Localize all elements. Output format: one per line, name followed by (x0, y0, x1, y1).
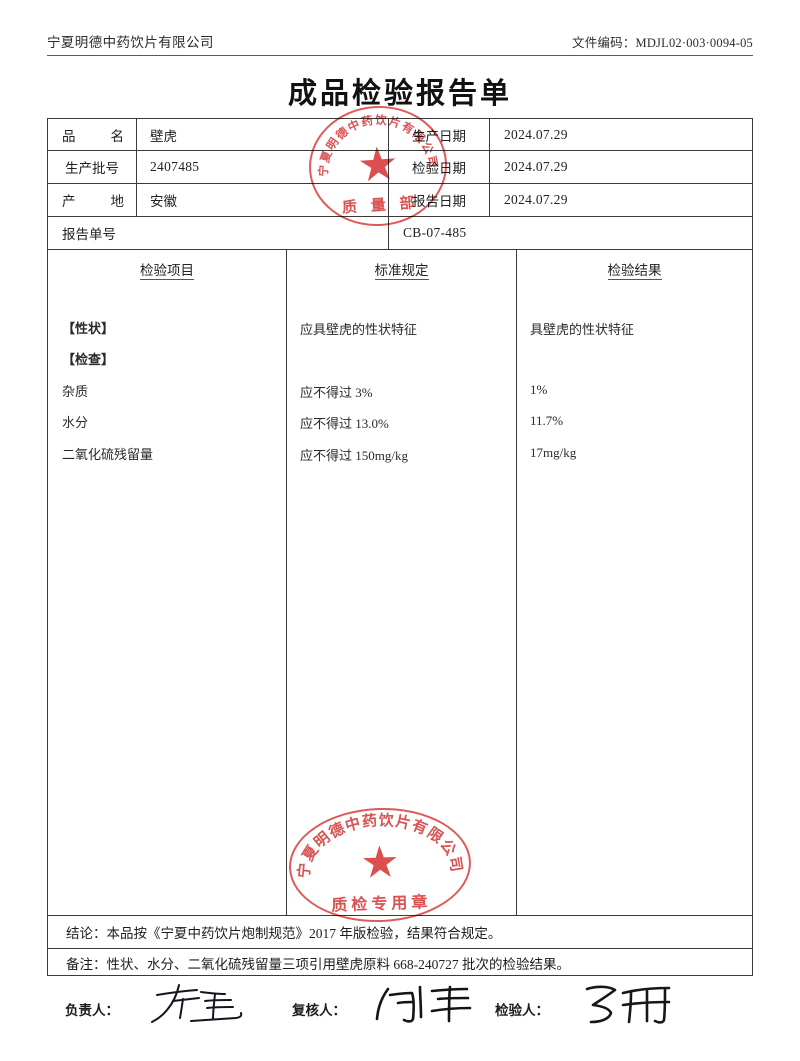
column-header-item-text: 检验项目 (140, 263, 194, 280)
signature-label-inspector: 检验人： (495, 1003, 549, 1018)
inspection-result-3: 11.7% (530, 413, 564, 428)
info-label-divider (136, 119, 137, 216)
label-char-2: 地 (110, 194, 125, 209)
inspection-item-3: 水分 (62, 415, 89, 430)
inspection-item-1: 【检查】 (62, 352, 115, 367)
remark-text: 备注：性状、水分、二氧化硫残留量三项引用壁虎原料 668-240727 批次的检… (66, 956, 570, 972)
field-label-inspection-date: 检验日期 (412, 161, 466, 176)
handwritten-signature-reviewer (375, 985, 472, 1023)
signature-block-manager: 负责人： (65, 984, 255, 1037)
field-value-report-date: 2024.07.29 (504, 192, 568, 207)
report-table: 品 名 壁虎 生产日期 2024.07.29 生产批号 2407485 检验日期… (47, 118, 753, 976)
inspection-standard-0: 应具壁虎的性状特征 (300, 322, 418, 337)
field-label-report-no: 报告单号 (62, 227, 116, 242)
field-value-inspection-date: 2024.07.29 (504, 159, 568, 174)
signature-block-reviewer: 复核人： (292, 985, 492, 1037)
field-value-production-date: 2024.07.29 (504, 126, 568, 142)
signature-label-manager: 负责人： (65, 1003, 119, 1018)
inspection-result-0: 具壁虎的性状特征 (530, 322, 635, 337)
column-header-result: 检验结果 (517, 259, 752, 280)
inspection-result-2: 1% (530, 382, 548, 397)
field-value-origin: 安徽 (150, 194, 177, 209)
info-right-label-divider (489, 119, 490, 216)
label-char-2: 名 (110, 128, 125, 144)
field-label-product-name: 品 名 (48, 119, 136, 150)
column-header-result-text: 检验结果 (607, 263, 662, 280)
conclusion-top-divider (48, 915, 752, 916)
conclusion-row: 结论：本品按《宁夏中药饮片炮制规范》2017 年版检验，结果符合规定。 (48, 915, 752, 948)
column-header-standard: 标准规定 (287, 259, 516, 280)
inspection-item-4: 二氧化硫残留量 (62, 447, 154, 462)
inspection-divider-2 (516, 249, 517, 915)
field-label-origin: 产 地 (48, 184, 136, 216)
handwritten-signature-manager (151, 984, 243, 1023)
field-value-batch-no: 2407485 (150, 159, 200, 174)
signature-block-inspector: 检验人： (495, 985, 705, 1037)
conclusion-text: 结论：本品按《宁夏中药饮片炮制规范》2017 年版检验，结果符合规定。 (66, 925, 502, 941)
inspection-standard-4: 应不得过 150mg/kg (300, 448, 408, 463)
inspection-result-4: 17mg/kg (530, 445, 577, 460)
info-middle-divider (388, 119, 389, 249)
document-code: 文件编码：MDJL02·003·0094-05 (572, 36, 753, 50)
field-value-report-no: CB-07-485 (403, 225, 467, 240)
remark-row: 备注：性状、水分、二氧化硫残留量三项引用壁虎原料 668-240727 批次的检… (48, 948, 752, 977)
inspection-item-0: 【性状】 (62, 321, 115, 336)
field-label-production-date: 生产日期 (412, 128, 466, 144)
label-char-1: 产 (62, 194, 76, 209)
inspection-standard-2: 应不得过 3% (300, 385, 373, 400)
field-value-product-name: 壁虎 (150, 128, 177, 144)
field-label-batch-no: 生产批号 (65, 161, 119, 176)
row-divider-1 (48, 150, 752, 151)
row-divider-2 (48, 183, 752, 184)
column-header-item: 检验项目 (48, 259, 286, 280)
document-header: 宁夏明德中药饮片有限公司 文件编码：MDJL02·003·0094-05 (47, 30, 753, 56)
remark-top-divider (48, 948, 752, 949)
page-title: 成品检验报告单 (287, 78, 512, 110)
handwritten-signature-inspector (585, 985, 671, 1024)
inspection-divider-1 (286, 249, 287, 915)
signature-label-reviewer: 复核人： (292, 1003, 346, 1018)
column-header-standard-text: 标准规定 (374, 263, 429, 280)
inspection-standard-3: 应不得过 13.0% (300, 416, 389, 431)
row-divider-3 (48, 216, 752, 217)
row-divider-4 (48, 249, 752, 250)
label-char-1: 品 (62, 128, 76, 144)
company-name: 宁夏明德中药饮片有限公司 (47, 35, 214, 50)
inspection-item-2: 杂质 (62, 384, 89, 399)
signature-strip: 负责人： 复核人： (47, 984, 753, 1037)
field-label-report-date: 报告日期 (412, 194, 466, 209)
